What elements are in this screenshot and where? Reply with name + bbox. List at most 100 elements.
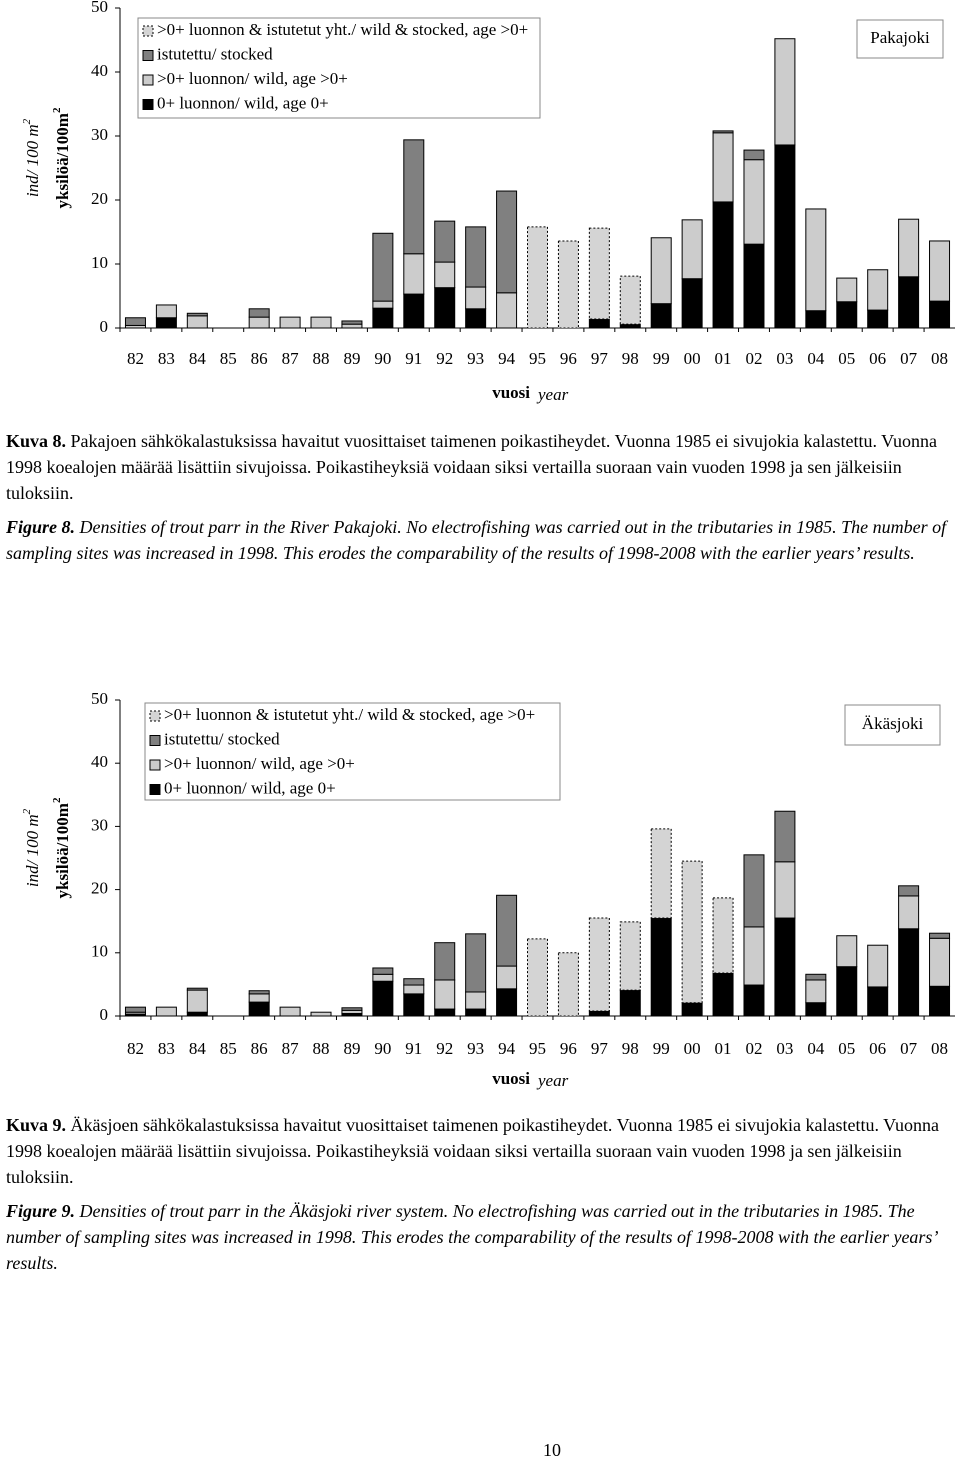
bar-segment [465,286,487,310]
x-tick-label: 83 [158,1039,175,1058]
bar-segment [836,301,858,329]
caption-label: Figure 9. [6,1201,76,1221]
x-tick-label: 88 [313,1039,330,1058]
x-tick-label: 89 [343,1039,360,1058]
bar-segment [712,897,734,974]
site-box [856,19,944,59]
x-tick-label: 95 [529,349,546,368]
bar-segment [929,937,951,987]
bar-segment [279,1006,301,1017]
x-axis-label-en: year [536,1071,569,1090]
bar-segment [681,1002,703,1017]
x-tick-label: 92 [436,1039,453,1058]
site-label: Pakajoki [870,28,930,47]
legend-swatch [142,74,154,86]
x-tick-label: 01 [715,349,732,368]
bar-segment [743,243,765,329]
legend-swatch [149,759,161,771]
bar-segment [310,316,332,329]
x-tick-label: 94 [498,1039,516,1058]
bar-segment [836,277,858,303]
bar-segment [341,320,363,325]
caption-text: Äkäsjoen sähkökalastuksissa havaitut vuo… [6,1115,940,1187]
bar-segment [836,935,858,968]
caption-text: Densities of trout parr in the Äkäsjoki … [6,1201,937,1273]
x-tick-label: 97 [591,349,609,368]
x-tick-label: 93 [467,1039,484,1058]
bar-segment [465,1008,487,1017]
bar-segment [867,986,889,1017]
x-tick-label: 94 [498,349,516,368]
bar-segment [403,978,425,986]
x-tick-label: 90 [374,1039,391,1058]
bar-segment [898,276,920,329]
x-tick-label: 91 [405,349,422,368]
x-tick-label: 01 [715,1039,732,1058]
x-tick-label: 06 [869,349,886,368]
bar-segment [496,965,518,990]
x-tick-label: 85 [220,1039,237,1058]
bar-segment [372,300,394,309]
x-tick-label: 86 [251,349,268,368]
x-tick-label: 08 [931,1039,948,1058]
bar-segment [155,304,177,319]
bar-segment [774,144,796,329]
bar-segment [465,308,487,329]
bar-segment [496,190,518,294]
bar-segment [650,917,672,1017]
x-tick-label: 87 [282,1039,300,1058]
bar-segment [712,201,734,329]
y-axis-label-en: ind/ 100 m2 [21,808,42,887]
bar-segment [619,275,641,325]
caption: Figure 9. Densities of trout parr in the… [6,1198,956,1276]
bar-segment [248,990,270,995]
x-tick-label: 91 [405,1039,422,1058]
bar-segment [434,220,456,263]
y-axis-label-sup: 2 [21,808,33,814]
bar-segment [898,895,920,930]
bar-segment [929,932,951,939]
bar-segment [465,226,487,288]
bar-segment [712,972,734,1017]
x-tick-label: 00 [684,349,701,368]
bar-segment [898,928,920,1017]
bar-segment [712,132,734,203]
bar-segment [743,149,765,161]
x-tick-label: 89 [343,349,360,368]
x-tick-label: 88 [313,349,330,368]
x-tick-label: 02 [745,1039,762,1058]
bar-segment [434,261,456,289]
bar-segment [465,933,487,993]
bar-segment [434,1008,456,1017]
bar-segment [774,810,796,863]
bar-segment [496,894,518,967]
y-axis-label: yksilöä/100m2 [51,107,72,208]
x-tick-label: 03 [776,1039,793,1058]
y-axis-label: yksilöä/100m2 [51,797,72,898]
y-axis-label-text: yksilöä/100m [53,803,72,898]
y-axis-label-en: ind/ 100 m2 [21,118,42,197]
bar-segment [588,227,610,320]
bar-segment [310,1011,332,1017]
legend-box [144,702,561,801]
y-axis-label-sup: 2 [51,797,63,803]
bar-segment [248,1001,270,1017]
bar-segment [650,303,672,329]
legend-label: >0+ luonnon & istutetut yht./ wild & sto… [164,705,535,724]
bar-segment [403,993,425,1017]
caption-label: Figure 8. [6,517,76,537]
bar-segment [434,979,456,1010]
bar-segment [805,1002,827,1017]
legend-label: istutettu/ stocked [164,729,280,748]
x-tick-label: 87 [282,349,300,368]
y-tick-label: 30 [91,815,108,834]
x-tick-label: 86 [251,1039,268,1058]
x-tick-label: 00 [684,1039,701,1058]
bar-segment [805,979,827,1004]
y-tick-label: 20 [91,189,108,208]
bar-segment [496,292,518,329]
bar-segment [248,308,270,318]
bar-segment [372,232,394,302]
bar-segment [403,253,425,295]
